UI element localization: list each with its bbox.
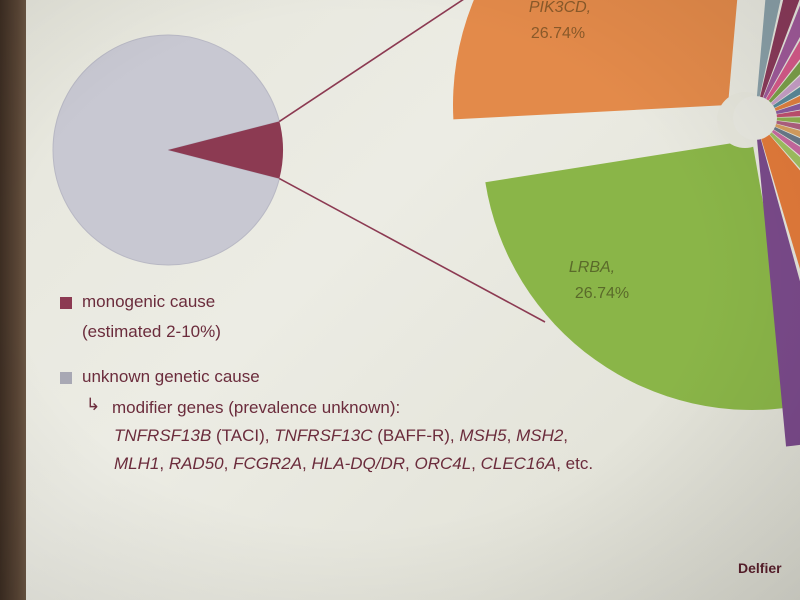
gene-separator: (BAFF-R), — [372, 426, 460, 445]
gene-separator: , — [405, 454, 415, 473]
legend-swatch-unknown — [60, 372, 72, 384]
gene-name: MSH5 — [459, 426, 507, 445]
connector-line-top — [278, 0, 464, 123]
gene-separator: , — [302, 454, 312, 473]
legend-sub-monogenic: (estimated 2-10%) — [82, 322, 221, 341]
gene-separator: , — [159, 454, 169, 473]
pie-slice-minor-gene — [755, 0, 781, 118]
gene-separator: , etc. — [556, 454, 594, 473]
gene-separator: , — [223, 454, 234, 473]
connector-line-bottom — [279, 177, 546, 323]
slice-label-lrba-name: LRBA, — [569, 259, 615, 276]
pie-slice-minor-gene — [755, 118, 800, 130]
pie-slice-monogenic — [168, 121, 283, 179]
pie-slice-pik3cd — [453, 0, 738, 120]
gene-name: MLH1 — [114, 454, 160, 473]
gene-separator: (TACI), — [211, 426, 275, 445]
gene-name: HLA-DQ/DR — [311, 454, 406, 473]
small-pie — [52, 34, 283, 266]
legend-label-monogenic: monogenic cause — [82, 292, 216, 311]
slice-label-pik3cd-name: PIK3CD, — [529, 0, 591, 16]
pie-slice-minor-gene — [755, 118, 800, 447]
gene-name: MSH2 — [516, 426, 564, 445]
gene-separator: , — [506, 426, 517, 445]
pie-slice-minor-gene — [755, 103, 800, 118]
modifier-genes-line-1: TNFRSF13B (TACI), TNFRSF13C (BAFF-R), MS… — [114, 424, 568, 448]
pie-slice-lrba — [485, 140, 799, 410]
pie-slice-minor-gene — [755, 0, 800, 118]
connector-lines — [278, 0, 546, 323]
large-pie — [453, 0, 799, 410]
slice-label-lrba-value: 26.74% — [575, 285, 629, 302]
gene-name: TNFRSF13C — [274, 426, 373, 445]
source-citation: Delfier — [738, 560, 782, 576]
gene-separator: , — [563, 426, 569, 445]
gene-name: ORC4L — [414, 454, 472, 473]
legend-swatch-monogenic — [60, 297, 72, 309]
gene-name: FCGR2A — [233, 454, 303, 473]
gene-name: TNFRSF13B — [114, 426, 212, 445]
modifier-heading: modifier genes (prevalence unknown): — [112, 398, 401, 417]
gene-name: CLEC16A — [480, 454, 557, 473]
slice-labels: PIK3CD, 26.74% LRBA, 26.74% — [529, 0, 629, 302]
modifier-genes-line-2: MLH1, RAD50, FCGR2A, HLA-DQ/DR, ORC4L, C… — [114, 452, 593, 476]
pie-slice-minor-gene — [755, 40, 800, 118]
small-gene-slices — [733, 0, 800, 447]
gene-name: RAD50 — [168, 454, 224, 473]
gene-separator: , — [471, 454, 481, 473]
pie-slice-minor-gene — [755, 118, 800, 269]
slice-label-pik3cd-value: 26.74% — [531, 25, 585, 42]
pie-slice-unknown — [52, 34, 280, 266]
projection-edge — [0, 0, 26, 600]
modifier-arrow: ↳ — [86, 395, 101, 414]
legend-label-unknown: unknown genetic cause — [82, 367, 260, 386]
